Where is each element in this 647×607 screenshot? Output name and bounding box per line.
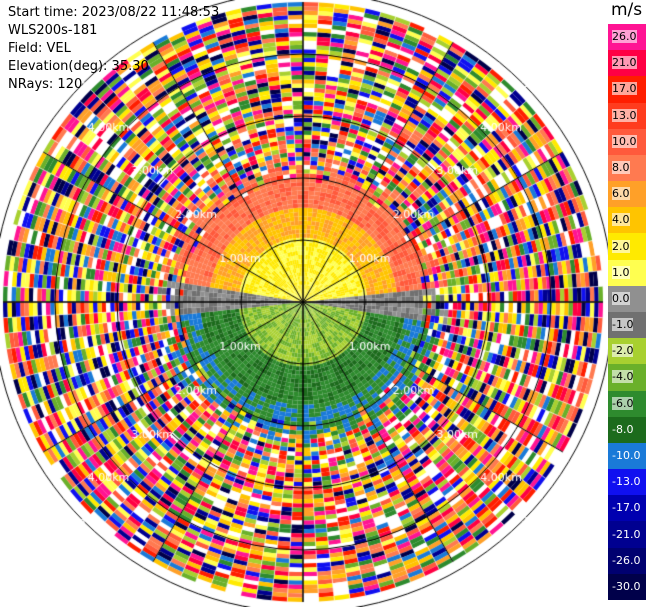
colorbar-label: -2.0 <box>612 344 634 358</box>
elevation-text: Elevation(deg): 35.30 <box>8 59 149 74</box>
colorbar-label: 21.0 <box>612 56 637 70</box>
colorbar-label: -1.0 <box>612 318 634 332</box>
colorbar-label: 10.0 <box>612 134 637 148</box>
nrays-text: NRays: 120 <box>8 77 83 92</box>
colorbar-label: 4.0 <box>612 213 630 227</box>
colorbar-label: -21.0 <box>612 527 641 541</box>
colorbar-label: 8.0 <box>612 161 630 174</box>
colorbar-label: -4.0 <box>612 370 634 384</box>
colorbar-label: -26.0 <box>612 553 641 567</box>
colorbar-label: 1.0 <box>612 265 630 279</box>
colorbar-label: 6.0 <box>612 187 630 201</box>
colorbar-segment <box>608 416 646 444</box>
colorbar-segment <box>608 469 646 496</box>
colorbar-label: -13.0 <box>612 475 641 489</box>
colorbar-label: -30.0 <box>612 579 641 593</box>
colorbar-segment <box>608 547 646 575</box>
field-text: Field: VEL <box>8 41 71 56</box>
colorbar-label: -6.0 <box>612 396 634 410</box>
colorbar-label: -10.0 <box>612 449 641 462</box>
colorbar: 26.0 21.0 17.0 13.0 10.0 8.0 6.0 4.0 2.0 1.0 0.0 -1… <box>608 24 646 601</box>
site-text: WLS200s-181 <box>8 23 98 38</box>
colorbar-segment <box>608 442 646 470</box>
colorbar-label: 26.0 <box>612 30 637 44</box>
colorbar-label: 2.0 <box>612 239 630 253</box>
colorbar-segment <box>608 521 646 549</box>
colorbar-label: -17.0 <box>612 501 641 515</box>
colorbar-segment <box>608 573 646 601</box>
colorbar-unit: m/s <box>611 0 643 20</box>
colorbar-segment <box>608 495 646 522</box>
colorbar-label: 17.0 <box>612 82 637 96</box>
colorbar-label: -8.0 <box>612 422 634 436</box>
start-time-text: Start time: 2023/08/22 11:48:53 <box>8 5 220 20</box>
colorbar-label: 0.0 <box>612 291 630 305</box>
colorbar-label: 13.0 <box>612 108 637 122</box>
